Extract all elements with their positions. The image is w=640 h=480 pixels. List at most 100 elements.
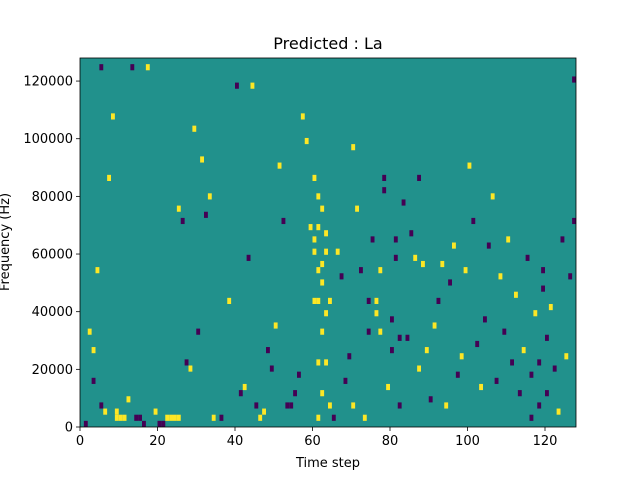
- heatmap-cell: [320, 328, 325, 335]
- heatmap-cell: [339, 273, 344, 280]
- heatmap-cell: [300, 113, 305, 120]
- heatmap-cell: [386, 383, 390, 391]
- heatmap-cell: [475, 340, 480, 348]
- heatmap-cell: [529, 371, 534, 378]
- heatmap-cell: [192, 125, 197, 132]
- y-tick-label: 80000: [32, 190, 73, 205]
- heatmap-cell: [537, 359, 542, 366]
- x-tick-label: 40: [227, 434, 244, 449]
- heatmap-cell: [204, 211, 208, 218]
- heatmap-cell: [320, 390, 325, 397]
- heatmap-cell: [401, 199, 406, 206]
- heatmap-cell: [455, 371, 460, 378]
- heatmap-cell: [471, 217, 476, 225]
- heatmap-cell: [432, 322, 437, 329]
- heatmap-cell: [312, 236, 317, 243]
- y-axis-label: Frequency (Hz): [0, 193, 13, 291]
- heatmap-cell: [444, 402, 449, 409]
- heatmap-cell: [293, 390, 297, 397]
- heatmap-cell: [390, 347, 394, 354]
- heatmap-cell: [397, 334, 402, 341]
- heatmap-cell: [269, 365, 274, 372]
- heatmap-cell: [316, 359, 321, 366]
- heatmap-cell: [514, 291, 518, 298]
- heatmap-cell: [359, 267, 363, 274]
- heatmap-cell: [421, 260, 425, 268]
- heatmap-cell: [428, 396, 433, 403]
- heatmap-cell: [207, 193, 212, 200]
- heatmap-cell: [467, 162, 472, 169]
- heatmap-cell: [316, 414, 321, 421]
- heatmap-cell: [285, 402, 290, 409]
- heatmap-cell: [366, 297, 371, 304]
- heatmap-cell: [266, 347, 270, 354]
- heatmap-cell: [238, 390, 243, 397]
- heatmap-cell: [541, 285, 545, 292]
- heatmap-cell: [459, 353, 464, 360]
- heatmap-cell: [138, 414, 142, 421]
- heatmap-cell: [227, 297, 232, 304]
- heatmap-cell: [324, 230, 328, 237]
- heatmap-cell: [219, 414, 224, 421]
- heatmap-cell: [246, 254, 251, 261]
- heatmap-cell: [510, 359, 514, 366]
- x-tick-label: 80: [382, 434, 399, 449]
- heatmap-cell: [107, 174, 111, 181]
- heatmap-cell: [351, 402, 356, 409]
- heatmap-cell: [424, 347, 429, 354]
- plot-frame: [79, 57, 577, 428]
- heatmap-cell: [390, 316, 394, 323]
- heatmap-cell: [91, 377, 96, 384]
- heatmap-cell: [312, 174, 317, 181]
- heatmap-cell: [331, 414, 336, 421]
- heatmap-cell: [173, 414, 177, 421]
- heatmap-cell: [440, 260, 445, 268]
- y-tick-label: 60000: [32, 248, 73, 263]
- heatmap-cell: [176, 205, 181, 212]
- heatmap-cell: [486, 242, 491, 249]
- heatmap-cell: [254, 402, 259, 409]
- x-tick-label: 120: [533, 434, 558, 449]
- heatmap-cell: [122, 414, 127, 421]
- heatmap-cell: [320, 279, 325, 286]
- heatmap-cell: [262, 408, 266, 415]
- heatmap-cell: [118, 414, 123, 421]
- heatmap-cell: [366, 328, 371, 335]
- heatmap-cell: [572, 76, 576, 83]
- heatmap-cell: [417, 174, 421, 181]
- heatmap-cell: [180, 217, 185, 225]
- heatmap-cell: [545, 390, 549, 397]
- heatmap-cell: [382, 187, 387, 194]
- heatmap-cell: [289, 402, 294, 409]
- heatmap-cell: [316, 267, 321, 274]
- heatmap-cell: [308, 224, 313, 231]
- heatmap-cell: [196, 328, 201, 335]
- heatmap-cell: [560, 236, 565, 243]
- heatmap-cell: [405, 334, 410, 341]
- x-tick-label: 20: [149, 434, 166, 449]
- heatmap-cell: [393, 254, 398, 261]
- heatmap-cell: [541, 267, 545, 274]
- heatmap-cell: [145, 64, 150, 71]
- heatmap-cell: [498, 273, 503, 280]
- heatmap-cell: [114, 408, 119, 415]
- heatmap-cell: [273, 322, 278, 329]
- heatmap-cell: [506, 236, 511, 243]
- y-tick-label: 120000: [23, 75, 73, 90]
- heatmap-cell: [328, 297, 332, 304]
- heatmap-cell: [95, 267, 100, 274]
- heatmap-cell: [436, 297, 441, 304]
- heatmap-cell: [494, 377, 499, 384]
- heatmap-cell: [347, 353, 352, 360]
- y-tick-label: 40000: [32, 305, 73, 320]
- heatmap-cell: [250, 82, 255, 89]
- y-axis-ticks: 0 20000 40000 60000 80000 100000 120000: [23, 75, 80, 436]
- heatmap-cell: [99, 402, 104, 409]
- heatmap-cell: [153, 408, 158, 415]
- plot-area: [79, 57, 577, 428]
- heatmap-cell: [374, 310, 379, 317]
- heatmap-cell: [130, 64, 135, 71]
- heatmap-cell: [258, 414, 263, 421]
- heatmap-cell: [362, 414, 367, 421]
- heatmap-cell: [111, 113, 115, 120]
